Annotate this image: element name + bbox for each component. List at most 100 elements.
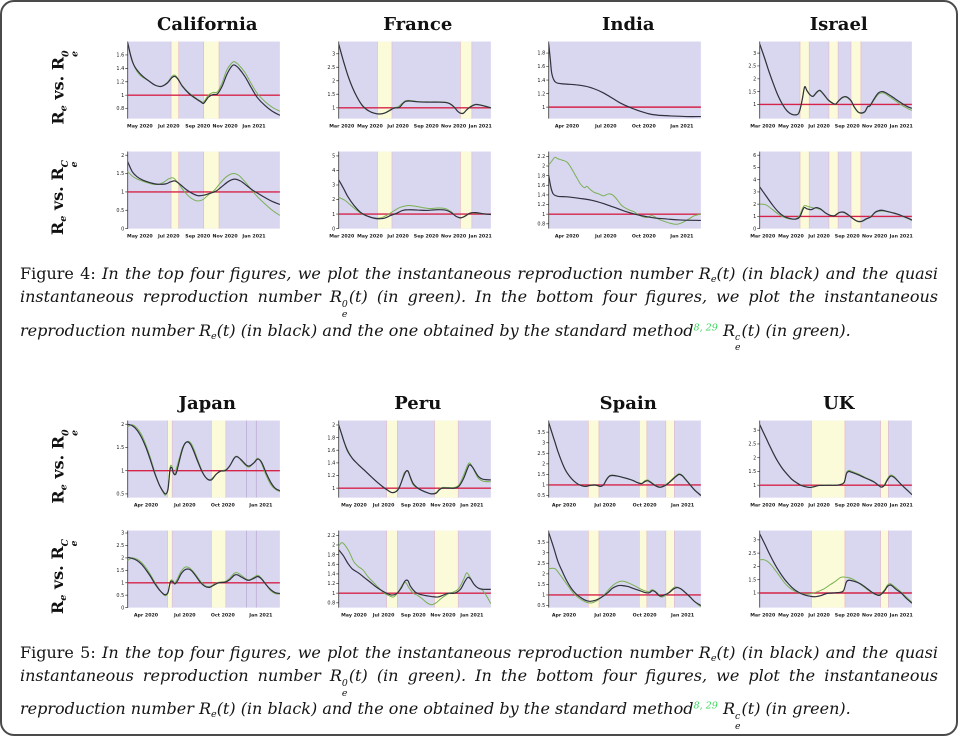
plot-background [127, 420, 280, 498]
x-tick-label: May 2020 [357, 234, 383, 240]
x-tick-label: Jul 2020 [807, 612, 830, 618]
text-roman: R [47, 221, 67, 236]
text-roman: vs. [47, 559, 67, 595]
y-tick-label: 0 [121, 226, 124, 232]
lockdown-band [211, 530, 226, 608]
x-tick-label: Sep 2020 [185, 234, 211, 240]
text-italic: (t) (in green). In the bottom four figur… [20, 287, 939, 340]
x-tick-label: May 2020 [127, 124, 153, 130]
x-tick-label: Jul 2020 [173, 612, 196, 618]
lockdown-band [880, 530, 888, 608]
subscript: e [211, 709, 217, 721]
text-roman: R [47, 546, 67, 560]
y-tick-label: 1.4 [537, 78, 545, 84]
subscript: e [341, 687, 348, 699]
x-tick-label: Apr 2020 [555, 234, 580, 240]
plot-title-india: India [601, 14, 655, 35]
plot-india-re-vs-rec: 0.8 1 1.2 1.4 1.6 1.8 2 2.2 Apr 2020 Jul 2020 Oct … [523, 147, 734, 247]
y-tick-label: 0 [332, 226, 335, 232]
figure-5-titles: Japan Peru Spain UK [14, 389, 944, 416]
series-re-t- [759, 186, 912, 223]
y-tick-label: 2 [753, 455, 756, 461]
x-tick-label: May 2020 [357, 124, 383, 130]
y-tick-label: 3 [332, 51, 335, 57]
lockdown-band [799, 151, 809, 229]
y-tick-label: 1.2 [116, 79, 124, 85]
series-rec-t- [338, 541, 491, 605]
y-tick-label: 1.2 [537, 202, 545, 208]
subscript: e [735, 720, 741, 732]
y-tick-label: 3 [332, 183, 335, 189]
chart-japan-re-vs-re0: 0.5 1 1.5 2 Apr 2020 Jul 2020 Oct 2020 Jan 2021 [116, 420, 280, 508]
plot-title-peru: Peru [394, 392, 442, 414]
plot-background [548, 151, 701, 229]
text-roman: R [47, 167, 67, 181]
x-tick-label: Sep 2020 [400, 612, 426, 618]
y-tick-label: 1.5 [327, 92, 335, 98]
y-tick-label: 2 [332, 422, 335, 428]
x-tick-label: Jan 2021 [670, 502, 694, 508]
plot-title-spain: Spain [599, 392, 657, 414]
y-tick-label: 1 [753, 214, 756, 220]
series-rec-t- [548, 156, 701, 225]
text-italic: R [329, 287, 342, 307]
y-tick-label: 3 [753, 51, 756, 57]
x-tick-label: Jul 2020 [593, 502, 616, 508]
x-tick-label: Jul 2020 [173, 502, 196, 508]
x-tick-label: Sep 2020 [413, 124, 439, 130]
y-tick-label: 3 [753, 190, 756, 196]
y-tick-label: 2 [121, 555, 124, 561]
x-tick-label: Jan 2021 [888, 234, 912, 240]
x-tick-label: Sep 2020 [413, 234, 439, 240]
y-tick-label: 1.4 [116, 66, 124, 72]
series-re-t- [338, 424, 491, 495]
text-roman: Figure 4: [20, 264, 103, 283]
row-label-spacer [14, 10, 102, 37]
y-tick-label: 0.8 [116, 106, 124, 112]
lockdown-band [665, 420, 675, 498]
plot-spain-re-vs-rec: 0.5 1 1.5 2 2.5 3 3.5 Apr 2020 Jul 2020 Oct 2020 J… [523, 526, 734, 626]
subscript: e [69, 50, 81, 57]
series-re-t- [127, 423, 280, 495]
figure-4-caption: Figure 4: In the top four figures, we pl… [20, 263, 938, 353]
y-tick-label: 1 [542, 592, 545, 598]
x-tick-label: Jan 2021 [467, 234, 491, 240]
chart-spain-re-vs-rec: 0.5 1 1.5 2 2.5 3 3.5 Apr 2020 Jul 2020 Oct 2020 J… [537, 530, 701, 618]
x-tick-label: Sep 2020 [834, 502, 860, 508]
text-italic: (t) (in green). In the bottom four figur… [20, 666, 939, 719]
text-italic: R [723, 699, 736, 719]
x-tick-label: Jul 2020 [371, 502, 394, 508]
text-roman: R [48, 489, 68, 504]
chart-california-re-vs-rec: 0 0.5 1 1.5 2 May 2020 Jul 2020 Sep 2020 Nov 202… [116, 151, 280, 240]
subscript: e [735, 341, 741, 353]
y-tick-label: 1 [121, 468, 124, 474]
chart-japan-re-vs-rec: 0 0.5 1 1.5 2 2.5 3 Apr 2020 Jul 2020 Oct 2020 Jan… [116, 530, 280, 618]
y-tick-label: 1 [542, 212, 545, 218]
y-tick-label: 1.5 [116, 445, 124, 451]
y-tick-label: 0 [753, 226, 756, 232]
superscript: c [735, 332, 741, 344]
y-tick-label: 1 [121, 190, 124, 196]
y-tick-label: 1.4 [327, 460, 335, 466]
plot-title-france: France [383, 14, 453, 35]
x-tick-label: Jul 2020 [807, 234, 830, 240]
text-italic: R [198, 699, 211, 719]
y-tick-label: 1 [121, 93, 124, 99]
x-tick-label: Nov 2020 [430, 502, 456, 508]
text-italic: R [329, 666, 342, 686]
x-tick-label: May 2020 [127, 234, 153, 240]
subscript: e [58, 105, 70, 112]
x-tick-label: Nov 2020 [441, 234, 467, 240]
lockdown-band [459, 151, 472, 229]
y-tick-label: 5 [332, 154, 335, 160]
x-tick-label: May 2020 [778, 234, 804, 240]
subscript: e [69, 540, 81, 546]
